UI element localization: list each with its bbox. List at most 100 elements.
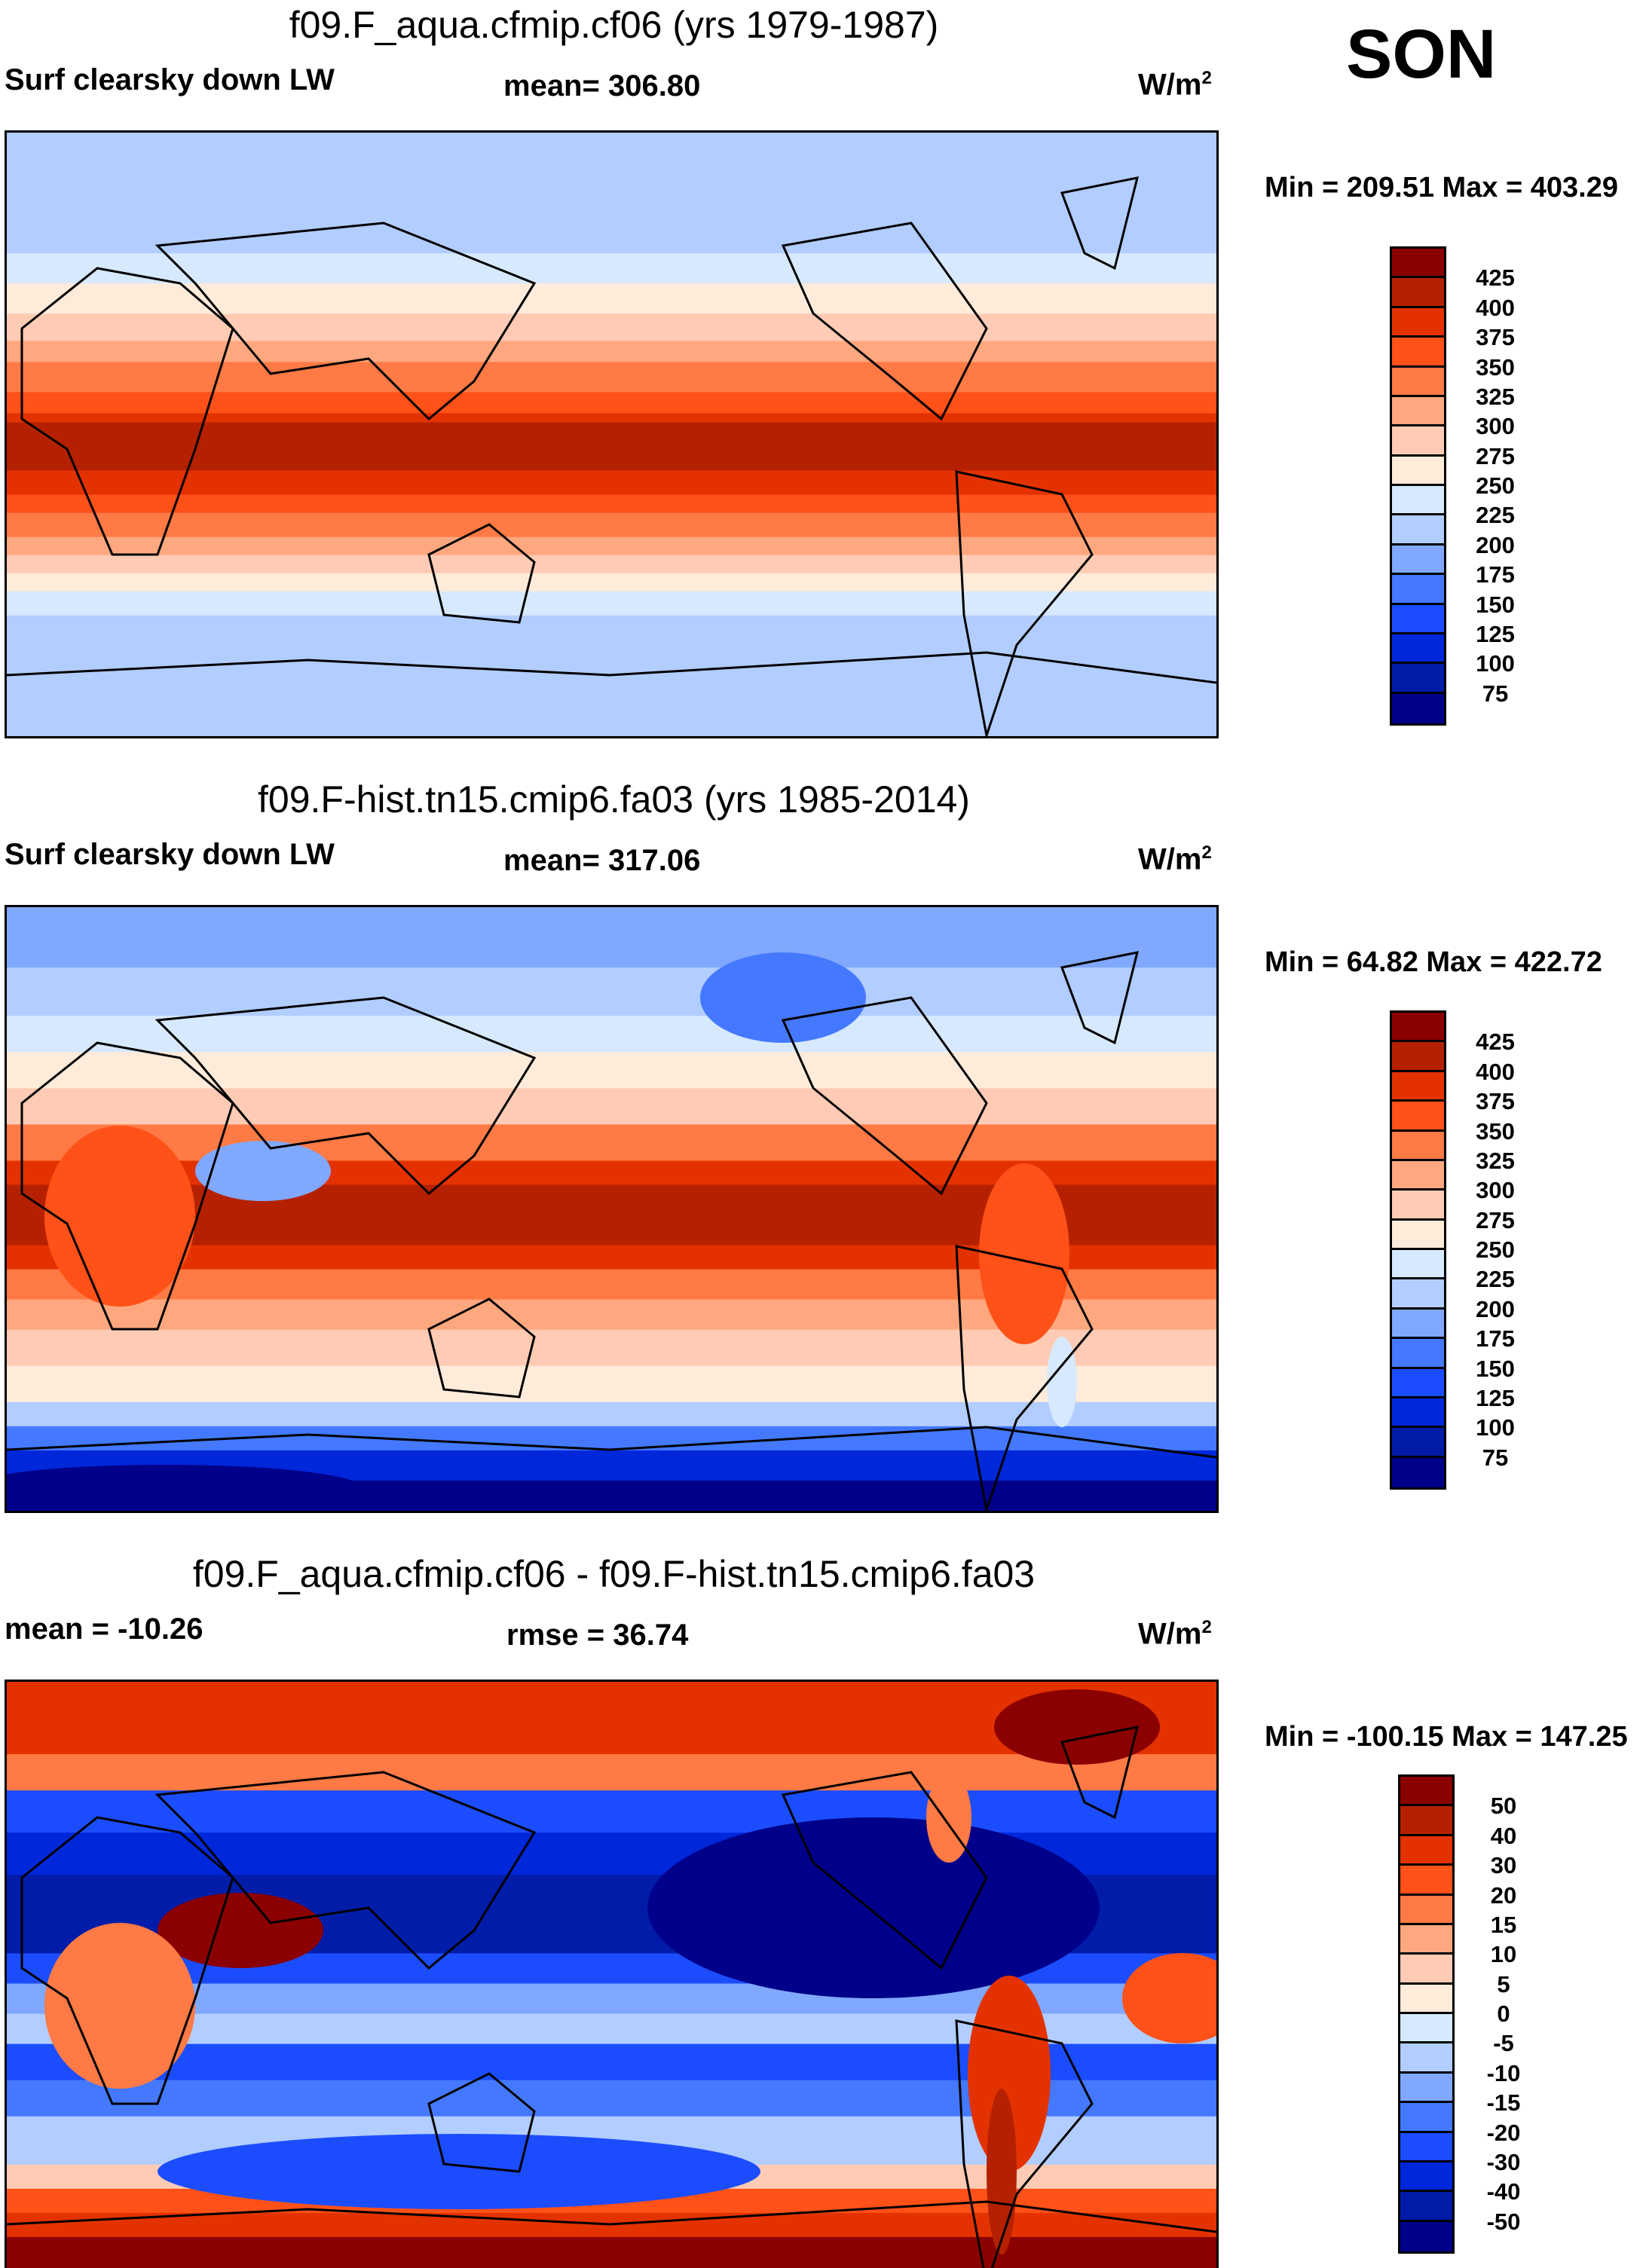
coastline bbox=[155, 996, 537, 1196]
colorbar-label: 15 bbox=[1490, 1911, 1517, 1938]
field-band bbox=[7, 2236, 1216, 2268]
field-band bbox=[7, 1401, 1216, 1427]
field-anomaly bbox=[987, 2089, 1017, 2254]
field-band bbox=[7, 1016, 1216, 1053]
coastline bbox=[955, 470, 1094, 736]
colorbar-swatch bbox=[1392, 1013, 1444, 1043]
colorbar-label: 250 bbox=[1476, 472, 1515, 499]
field-anomaly bbox=[700, 952, 866, 1043]
coastline bbox=[155, 222, 537, 421]
colorbar-swatch bbox=[1392, 1428, 1444, 1458]
coastline bbox=[20, 1816, 234, 2105]
left-label: Surf clearsky down LW bbox=[5, 63, 335, 96]
colorbar-label: 10 bbox=[1490, 1941, 1517, 1968]
colorbar-label: -20 bbox=[1486, 2119, 1521, 2146]
units-superscript: 2 bbox=[1201, 68, 1212, 88]
colorbar-label: 150 bbox=[1476, 1355, 1515, 1382]
field-anomaly bbox=[647, 1817, 1100, 1998]
colorbar-swatch bbox=[1400, 2221, 1452, 2251]
coastline bbox=[781, 1771, 988, 1970]
map-panel bbox=[5, 905, 1219, 1513]
colorbar-label: 325 bbox=[1476, 1147, 1515, 1174]
field-band bbox=[7, 253, 1216, 285]
colorbar-label: 225 bbox=[1476, 502, 1515, 529]
colorbar-swatch bbox=[1392, 634, 1444, 665]
colorbar-swatch bbox=[1392, 396, 1444, 427]
colorbar-swatch bbox=[1392, 1102, 1444, 1132]
field-band bbox=[7, 591, 1216, 616]
field-band bbox=[7, 1754, 1216, 1792]
units-superscript: 2 bbox=[1201, 842, 1212, 863]
colorbar-label: 375 bbox=[1476, 324, 1515, 351]
colorbar-label: 425 bbox=[1476, 264, 1515, 292]
coastline bbox=[7, 2200, 1216, 2233]
colorbar-label: 40 bbox=[1490, 1822, 1517, 1849]
map-panel bbox=[5, 1680, 1219, 2268]
field-band bbox=[7, 133, 1216, 255]
colorbar-label: 375 bbox=[1476, 1088, 1515, 1115]
colorbar-label: 30 bbox=[1490, 1852, 1517, 1879]
field-anomaly bbox=[926, 1772, 971, 1863]
field-band bbox=[7, 494, 1216, 514]
field-anomaly bbox=[158, 2134, 760, 2209]
units-text: W/m bbox=[1138, 1617, 1202, 1651]
coastline bbox=[427, 523, 536, 624]
colorbar-swatch bbox=[1400, 1835, 1452, 1866]
colorbar-label: 50 bbox=[1490, 1793, 1517, 1820]
coastline bbox=[7, 651, 1216, 684]
field-band bbox=[7, 1052, 1216, 1090]
units-label: W/m2 bbox=[1138, 1617, 1212, 1651]
colorbar-swatch bbox=[1392, 1309, 1444, 1340]
colorbar-label: -10 bbox=[1486, 2059, 1521, 2086]
colorbar-swatch bbox=[1400, 2103, 1452, 2133]
field-band bbox=[7, 362, 1216, 393]
field-band bbox=[7, 313, 1216, 342]
field-band bbox=[7, 1088, 1216, 1126]
field-anomaly bbox=[44, 1126, 195, 1307]
colorbar-label: 325 bbox=[1476, 383, 1515, 410]
colorbar-label: 0 bbox=[1497, 2001, 1510, 2027]
colorbar-label: 250 bbox=[1476, 1236, 1515, 1263]
colorbar bbox=[1398, 1774, 1455, 2254]
colorbar-label: 75 bbox=[1482, 1444, 1509, 1471]
field-anomaly bbox=[195, 1141, 331, 1201]
colorbar-swatch bbox=[1400, 1895, 1452, 1925]
colorbar-swatch bbox=[1392, 1042, 1444, 1072]
field-band bbox=[7, 555, 1216, 574]
field-anomaly bbox=[158, 1893, 323, 1968]
coastline bbox=[155, 1771, 537, 1970]
left-label: mean = -10.26 bbox=[5, 1612, 203, 1646]
field-band bbox=[7, 283, 1216, 315]
colorbar-swatch bbox=[1392, 1160, 1444, 1191]
colorbar-swatch bbox=[1392, 575, 1444, 605]
colorbar-swatch bbox=[1392, 338, 1444, 368]
colorbar-swatch bbox=[1400, 1924, 1452, 1955]
colorbar-swatch bbox=[1400, 2162, 1452, 2193]
units-text: W/m bbox=[1138, 842, 1202, 876]
colorbar-swatch bbox=[1392, 278, 1444, 308]
panel-title: f09.F-hist.tn15.cmip6.fa03 (yrs 1985-201… bbox=[258, 778, 970, 821]
colorbar-swatch bbox=[1400, 2073, 1452, 2104]
colorbar-label: 300 bbox=[1476, 413, 1515, 440]
colorbar-label: -50 bbox=[1486, 2208, 1521, 2235]
colorbar-swatch bbox=[1400, 2043, 1452, 2074]
colorbar-label: 150 bbox=[1476, 591, 1515, 618]
field-band bbox=[7, 536, 1216, 556]
colorbar-label: 100 bbox=[1476, 650, 1515, 677]
field-band bbox=[7, 470, 1216, 496]
field-band bbox=[7, 341, 1216, 363]
colorbar-swatch bbox=[1392, 1131, 1444, 1161]
field-anomaly bbox=[7, 1465, 361, 1510]
min-max-label: Min = 209.51 Max = 403.29 bbox=[1265, 172, 1618, 203]
colorbar-label: 225 bbox=[1476, 1266, 1515, 1293]
colorbar-label: 300 bbox=[1476, 1177, 1515, 1204]
panel-title: f09.F_aqua.cfmip.cf06 (yrs 1979-1987) bbox=[289, 4, 939, 46]
colorbar-label: 100 bbox=[1476, 1414, 1515, 1441]
colorbar-label: 200 bbox=[1476, 531, 1515, 558]
colorbar-swatch bbox=[1400, 2014, 1452, 2044]
colorbar-swatch bbox=[1392, 604, 1444, 634]
colorbar-swatch bbox=[1392, 367, 1444, 397]
colorbar-swatch bbox=[1392, 545, 1444, 576]
center-label: mean= 317.06 bbox=[503, 844, 701, 877]
colorbar-label: 275 bbox=[1476, 442, 1515, 469]
